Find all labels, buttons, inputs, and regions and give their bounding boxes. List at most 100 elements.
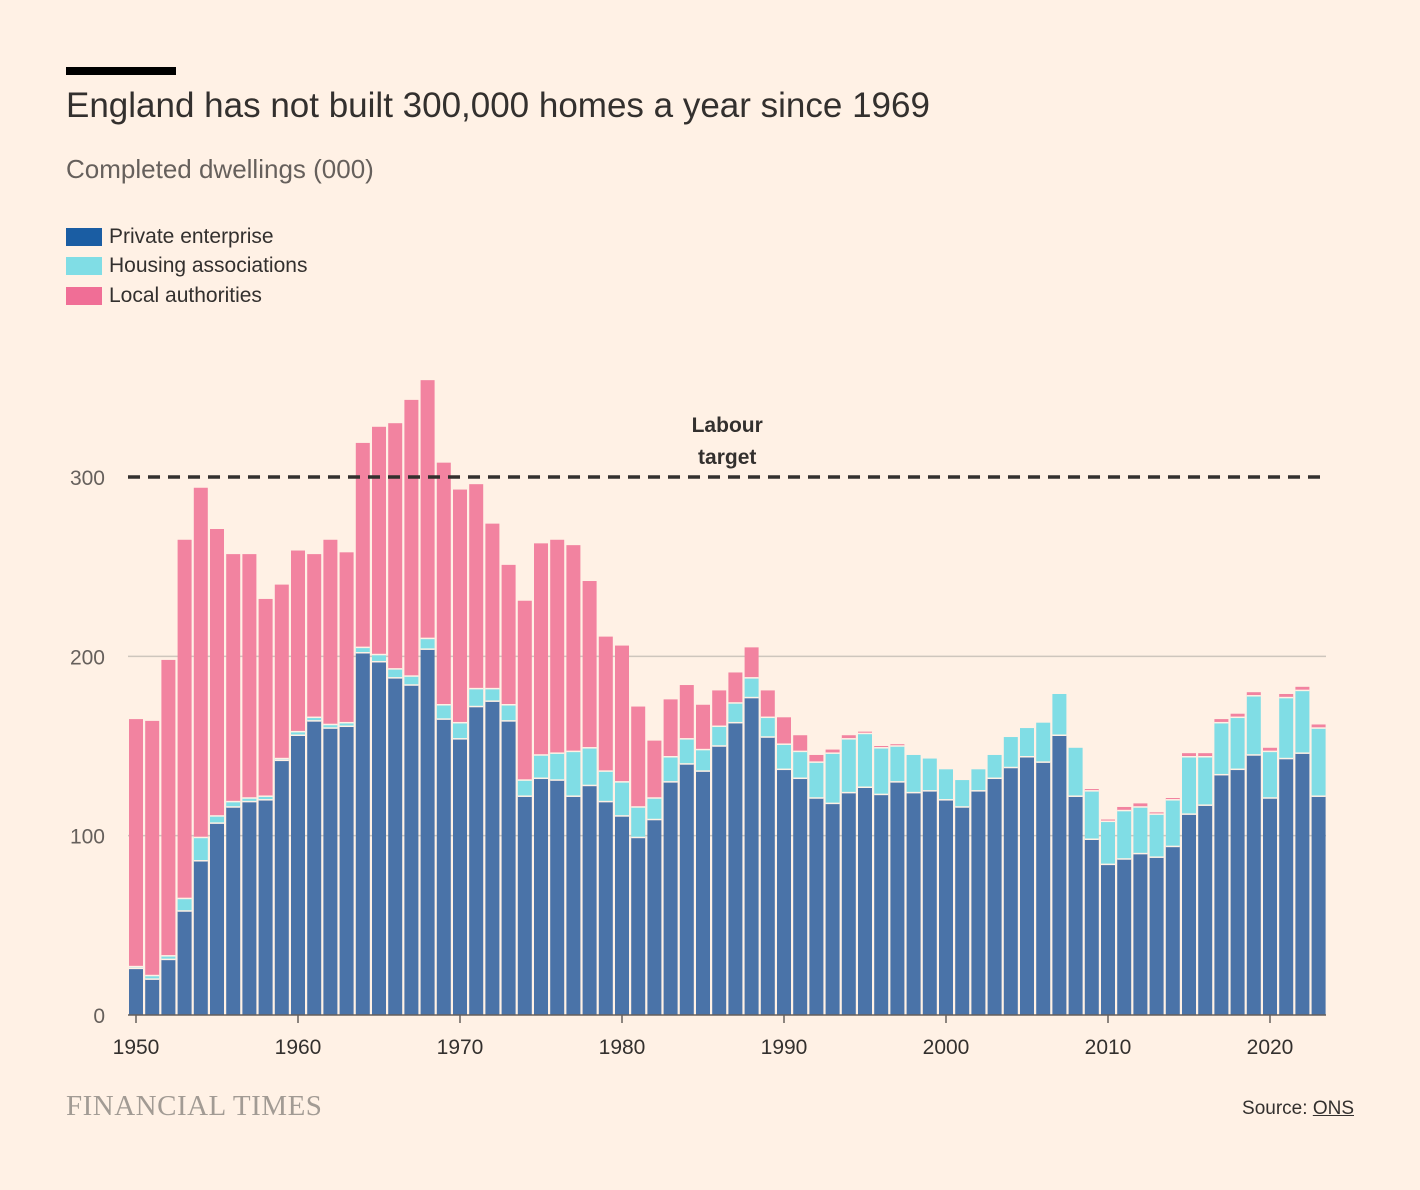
bar-private-enterprise-2001 [955, 806, 970, 1015]
bar-private-enterprise-1958 [258, 799, 273, 1015]
bar-private-enterprise-2020 [1263, 798, 1277, 1015]
bar-local-authorities-1992 [809, 754, 824, 763]
bar-housing-associations-2008 [1068, 747, 1083, 797]
bar-housing-associations-1982 [647, 798, 662, 820]
bar-housing-associations-2016 [1198, 756, 1213, 806]
bar-housing-associations-1984 [679, 738, 694, 764]
legend-label-housing-associations: Housing associations [109, 254, 308, 278]
bar-private-enterprise-1968 [420, 649, 435, 1015]
bar-housing-associations-1965 [372, 654, 386, 662]
bar-local-authorities-2021 [1279, 693, 1294, 698]
bar-private-enterprise-2005 [1020, 756, 1034, 1015]
bar-housing-associations-1950 [129, 966, 143, 969]
bar-local-authorities-1967 [404, 399, 419, 677]
bar-private-enterprise-2000 [939, 799, 953, 1015]
bar-housing-associations-1969 [436, 704, 451, 720]
target-label-line1: Labour [692, 414, 763, 437]
bar-housing-associations-1959 [274, 758, 289, 761]
bar-private-enterprise-1950 [129, 968, 143, 1015]
x-tick-label: 1950 [113, 1036, 160, 1059]
bar-local-authorities-1976 [550, 539, 565, 754]
bar-local-authorities-1983 [663, 699, 678, 757]
bar-housing-associations-1952 [161, 955, 176, 960]
bar-private-enterprise-2013 [1149, 857, 1164, 1015]
source-link[interactable]: ONS [1312, 1098, 1354, 1119]
bar-private-enterprise-1967 [404, 685, 419, 1015]
bar-housing-associations-1994 [841, 738, 856, 793]
bar-housing-associations-1978 [582, 747, 597, 786]
bar-private-enterprise-1962 [323, 728, 338, 1015]
bar-private-enterprise-1989 [760, 737, 775, 1015]
bar-private-enterprise-1973 [501, 720, 516, 1015]
bar-local-authorities-2015 [1182, 753, 1196, 757]
bar-private-enterprise-1985 [696, 771, 710, 1015]
chart-subtitle: Completed dwellings (000) [66, 154, 374, 184]
bar-local-authorities-2013 [1149, 812, 1164, 815]
bar-private-enterprise-1969 [436, 719, 451, 1015]
bar-housing-associations-1987 [728, 702, 743, 723]
bar-private-enterprise-2022 [1295, 753, 1310, 1015]
bar-local-authorities-2012 [1133, 803, 1148, 807]
bar-private-enterprise-1963 [339, 726, 354, 1015]
bar-housing-associations-2007 [1052, 693, 1067, 736]
bar-local-authorities-2014 [1165, 798, 1180, 800]
bar-housing-associations-1981 [631, 806, 646, 838]
bar-housing-associations-2011 [1117, 810, 1132, 859]
bar-housing-associations-1992 [809, 762, 824, 799]
y-tick-label: 100 [70, 826, 105, 849]
bar-housing-associations-1951 [145, 975, 160, 980]
bar-private-enterprise-2018 [1230, 769, 1245, 1015]
bar-private-enterprise-2023 [1311, 796, 1326, 1015]
x-tick-label: 1990 [761, 1036, 808, 1059]
bar-private-enterprise-2016 [1198, 805, 1213, 1015]
bar-housing-associations-1974 [517, 780, 532, 797]
bar-housing-associations-1986 [712, 726, 727, 746]
y-tick-label: 0 [93, 1005, 105, 1028]
legend-swatch-local-authorities [66, 286, 102, 305]
bar-local-authorities-1957 [242, 554, 257, 799]
bar-local-authorities-1952 [161, 659, 176, 956]
bar-local-authorities-1968 [420, 380, 435, 639]
bar-private-enterprise-1951 [145, 979, 160, 1015]
bar-housing-associations-1983 [663, 756, 678, 782]
bar-private-enterprise-2010 [1101, 864, 1115, 1015]
legend-label-local-authorities: Local authorities [109, 283, 262, 307]
bar-housing-associations-2002 [971, 769, 986, 791]
bar-housing-associations-1964 [355, 647, 370, 653]
bar-housing-associations-1953 [177, 898, 192, 911]
bar-local-authorities-1988 [744, 647, 759, 678]
bar-local-authorities-1975 [534, 543, 548, 755]
bar-private-enterprise-2008 [1068, 796, 1083, 1015]
bar-housing-associations-1967 [404, 676, 419, 686]
bar-housing-associations-2023 [1311, 728, 1326, 797]
bar-local-authorities-1956 [226, 554, 241, 802]
bar-private-enterprise-2019 [1246, 754, 1261, 1015]
bar-housing-associations-1999 [922, 758, 937, 791]
chart-title: England has not built 300,000 homes a ye… [66, 86, 930, 125]
bar-housing-associations-1985 [696, 749, 710, 772]
bar-private-enterprise-1959 [274, 760, 289, 1015]
bar-housing-associations-1990 [777, 744, 791, 770]
bar-housing-associations-1995 [858, 733, 872, 788]
bar-housing-associations-2021 [1279, 697, 1294, 759]
bar-housing-associations-1961 [307, 717, 322, 721]
bar-housing-associations-2022 [1295, 690, 1310, 754]
x-tick-label: 2020 [1247, 1036, 1294, 1059]
bar-private-enterprise-2009 [1084, 839, 1099, 1015]
bar-private-enterprise-1956 [226, 806, 241, 1015]
ft-logo: FINANCIAL TIMES [66, 1090, 323, 1122]
bar-private-enterprise-1986 [712, 746, 727, 1015]
bar-local-authorities-1971 [469, 484, 484, 689]
bar-private-enterprise-1979 [598, 801, 613, 1015]
bar-local-authorities-1981 [631, 706, 646, 807]
bar-local-authorities-1969 [436, 462, 451, 705]
legend: Private enterprise Housing associations … [66, 222, 307, 311]
bar-private-enterprise-1987 [728, 722, 743, 1015]
bar-housing-associations-1996 [874, 747, 889, 795]
bar-private-enterprise-1997 [890, 781, 905, 1015]
bar-housing-associations-2020 [1263, 751, 1277, 799]
bar-private-enterprise-2021 [1279, 758, 1294, 1015]
y-tick-label: 300 [70, 467, 105, 490]
bar-private-enterprise-2015 [1182, 814, 1196, 1015]
bar-private-enterprise-1983 [663, 781, 678, 1015]
